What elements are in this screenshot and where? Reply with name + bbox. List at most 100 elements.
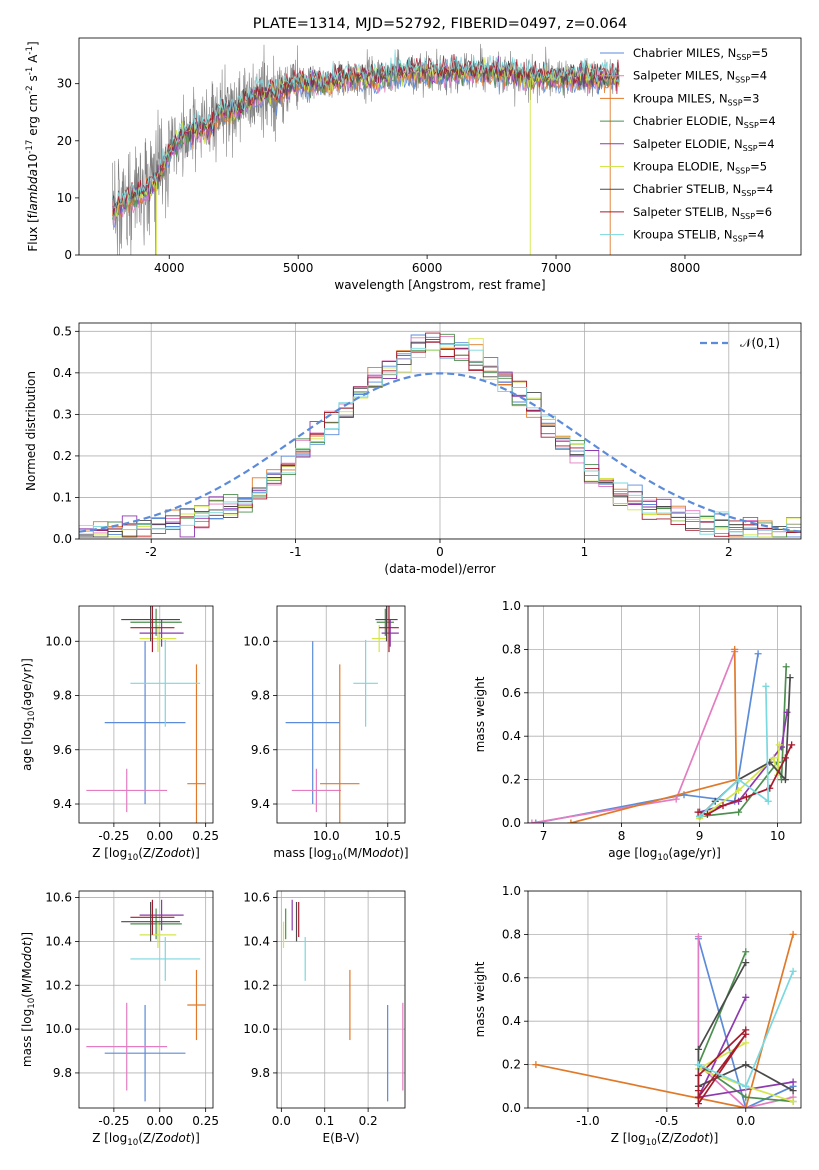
weight-marker bbox=[789, 1078, 797, 1086]
x-axis-label: Z [log10(Z/Zodot)] bbox=[92, 846, 200, 863]
weight-marker bbox=[754, 650, 762, 658]
data-spectrum-line bbox=[112, 43, 620, 255]
y-tick-label: 0.0 bbox=[53, 532, 72, 546]
histogram-step bbox=[79, 343, 801, 539]
x-axis-label: Z [log10(Z/Zodot)] bbox=[92, 1131, 200, 1148]
x-axis-label: age [log10(age/yr)] bbox=[608, 846, 721, 863]
weight-marker bbox=[694, 1071, 702, 1079]
y-tick-label: 10.4 bbox=[45, 934, 72, 948]
y-tick-label: 9.6 bbox=[251, 743, 270, 757]
weight-marker bbox=[782, 663, 790, 671]
x-tick-label: 8000 bbox=[670, 261, 701, 275]
weight-marker bbox=[742, 1030, 750, 1038]
x-tick-label: -0.5 bbox=[655, 1114, 678, 1128]
legend-label: Kroupa STELIB, NSSP=4 bbox=[633, 228, 764, 244]
y-tick-label: 0.6 bbox=[502, 971, 521, 985]
plot-area bbox=[277, 606, 405, 823]
y-tick-label: 0.2 bbox=[53, 449, 72, 463]
y-tick-label: 9.4 bbox=[53, 797, 72, 811]
weight-marker bbox=[694, 1093, 702, 1101]
x-tick-label: -1 bbox=[290, 545, 302, 559]
y-tick-label: 0.1 bbox=[53, 490, 72, 504]
model-line bbox=[112, 54, 620, 215]
weight-marker bbox=[789, 1087, 797, 1095]
y-tick-label: 0.5 bbox=[53, 324, 72, 338]
y-tick-label: 0.3 bbox=[53, 407, 72, 421]
y-tick-label: 9.8 bbox=[251, 1066, 270, 1080]
y-tick-label: 10.0 bbox=[45, 634, 72, 648]
x-tick-label: 0 bbox=[436, 545, 444, 559]
weight-marker bbox=[672, 795, 680, 803]
weight-marker bbox=[742, 1093, 750, 1101]
x-tick-label: 7 bbox=[540, 829, 548, 843]
weight-marker bbox=[789, 930, 797, 938]
x-tick-label: -0.25 bbox=[98, 829, 129, 843]
x-tick-label: 2 bbox=[725, 545, 733, 559]
weight-line bbox=[696, 1042, 794, 1103]
weight-marker bbox=[694, 808, 702, 816]
axes-frame bbox=[527, 890, 802, 1109]
y-axis-label: Normed distribution bbox=[24, 371, 38, 491]
x-tick-label: 9 bbox=[696, 829, 704, 843]
legend-label: Chabrier MILES, NSSP=5 bbox=[633, 46, 768, 62]
axes-frame bbox=[276, 890, 406, 1109]
weight-marker bbox=[742, 1061, 750, 1069]
y-tick-label: 10 bbox=[57, 191, 72, 205]
y-tick-label: 0.4 bbox=[502, 1014, 521, 1028]
plot-age_vs_mass: 10.0 10.5 9.4 9.6 9.8 10.0 mass [log10(M/Modot… bbox=[243, 605, 409, 863]
weight-line bbox=[697, 951, 794, 1103]
y-tick-label: 9.8 bbox=[251, 689, 270, 703]
plot-spectrum: 4000 5000 6000 7000 8000 0 10 20 30 wavelength [A… bbox=[25, 37, 802, 292]
x-tick-label: 10.0 bbox=[313, 829, 340, 843]
x-tick-label: 0.0 bbox=[272, 1114, 291, 1128]
weight-marker bbox=[694, 1087, 702, 1095]
weight-marker bbox=[781, 754, 789, 762]
y-tick-label: 10.0 bbox=[243, 1022, 270, 1036]
gauss-curve bbox=[79, 372, 801, 533]
weight-marker bbox=[694, 933, 702, 941]
plot-area bbox=[277, 891, 405, 1108]
legend-label: Salpeter MILES, NSSP=4 bbox=[633, 69, 767, 85]
weight-marker bbox=[694, 1045, 702, 1053]
weight-marker bbox=[742, 959, 750, 967]
x-axis-label: wavelength [Angstrom, rest frame] bbox=[334, 278, 545, 292]
weight-marker bbox=[742, 993, 750, 1001]
plot-area bbox=[112, 43, 620, 255]
weight-marker bbox=[742, 1039, 750, 1047]
weight-marker bbox=[788, 741, 796, 749]
weight-marker bbox=[786, 674, 794, 682]
legend-label: Salpeter STELIB, NSSP=6 bbox=[633, 205, 772, 221]
weight-marker bbox=[703, 810, 711, 818]
legend-label: Chabrier STELIB, NSSP=4 bbox=[633, 182, 773, 198]
y-tick-label: 9.4 bbox=[251, 797, 270, 811]
y-tick-label: 1.0 bbox=[502, 884, 521, 898]
x-tick-label: -2 bbox=[145, 545, 157, 559]
weight-marker bbox=[735, 786, 743, 794]
plot-age_vs_Z: -0.25 0.00 0.25 9.4 9.6 9.8 10.0 Z [log10(Z/Zod… bbox=[20, 605, 219, 863]
weight-marker bbox=[567, 819, 575, 823]
legend-label: Kroupa MILES, NSSP=3 bbox=[633, 91, 759, 107]
plot-area bbox=[79, 891, 213, 1108]
y-tick-label: 9.8 bbox=[53, 689, 72, 703]
plot-area bbox=[79, 323, 801, 539]
x-tick-label: 4000 bbox=[154, 261, 185, 275]
legend-label: Salpeter ELODIE, NSSP=4 bbox=[633, 137, 775, 153]
y-axis-label: Flux [flambda10-17 erg cm-2 s-1 A-1] bbox=[25, 41, 40, 251]
y-axis-label: age [log10(age/yr)] bbox=[20, 658, 37, 771]
x-axis-label: Z [log10(Z/Zodot)] bbox=[611, 1131, 719, 1148]
x-tick-label: 6000 bbox=[412, 261, 443, 275]
y-tick-label: 10.4 bbox=[243, 934, 270, 948]
weight-marker bbox=[696, 812, 704, 820]
y-tick-label: 0.2 bbox=[502, 1058, 521, 1072]
weight-marker bbox=[532, 819, 540, 823]
x-tick-label: 10 bbox=[770, 829, 785, 843]
model-line bbox=[112, 49, 620, 209]
weight-marker bbox=[735, 776, 743, 784]
y-tick-label: 0 bbox=[64, 248, 72, 262]
plot-mass_vs_ebv: 0.0 0.1 0.2 9.8 10.0 10.2 10.4 10.6 E(B-V) bbox=[243, 890, 406, 1145]
y-tick-label: 0.4 bbox=[53, 366, 72, 380]
weight-line bbox=[699, 686, 770, 818]
y-tick-label: 1.0 bbox=[502, 599, 521, 613]
weight-line bbox=[535, 653, 759, 823]
weight-marker bbox=[528, 819, 536, 823]
